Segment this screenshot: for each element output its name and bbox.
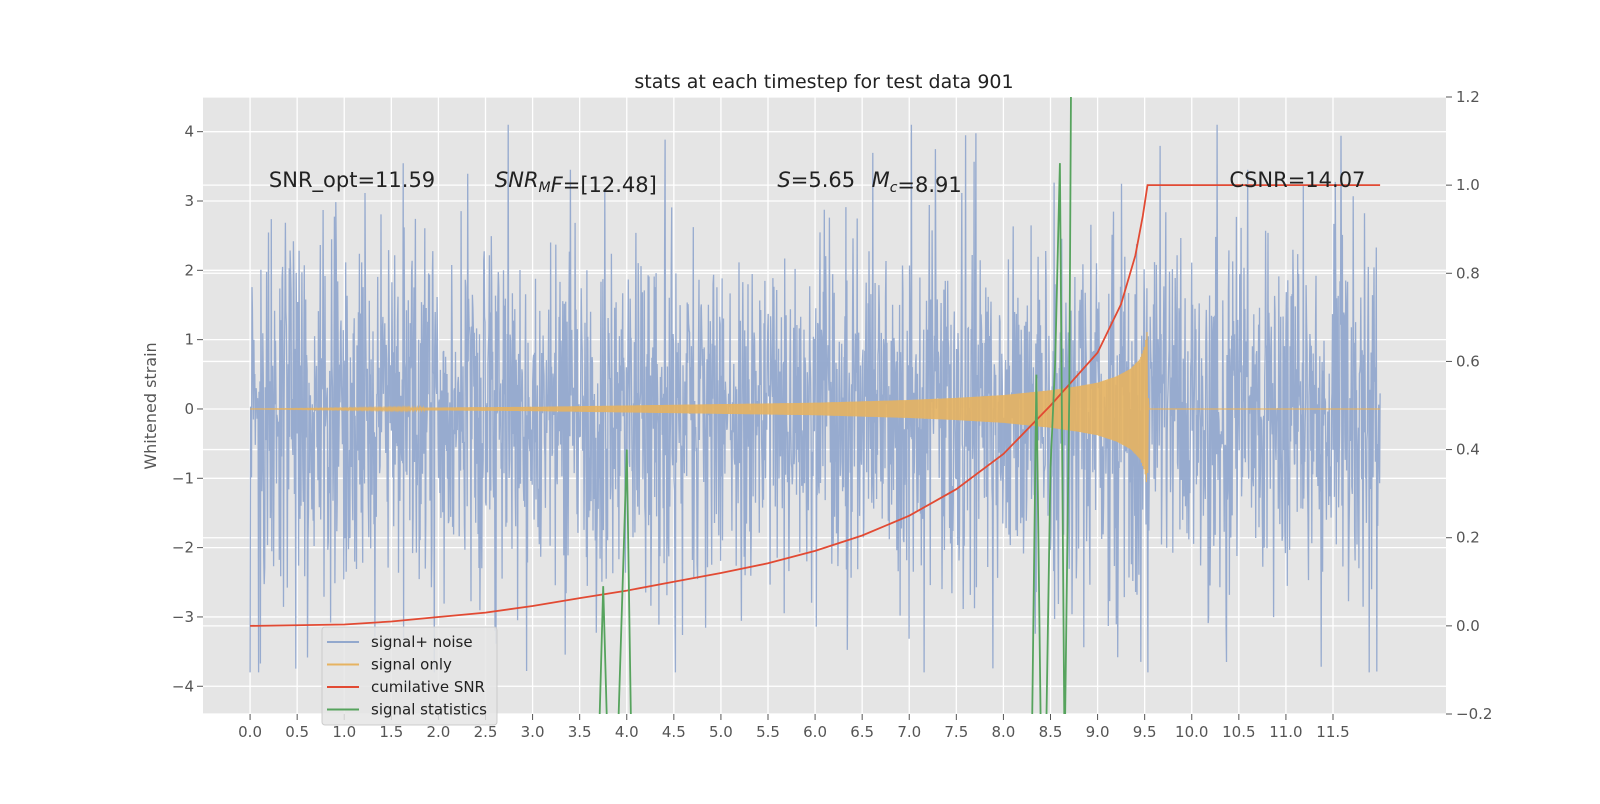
x-tick-label: 0.5	[285, 723, 309, 741]
y-tick-label: 0	[184, 400, 194, 418]
x-tick-label: 9.0	[1086, 723, 1110, 741]
x-tick-label: 10.0	[1175, 723, 1208, 741]
legend-label: signal only	[371, 656, 452, 674]
series-signal-noise	[249, 124, 1381, 673]
x-tick-label: 4.5	[662, 723, 686, 741]
legend: signal+ noise signal only cumilative SNR si…	[321, 626, 498, 726]
y2-tick-label: 0.8	[1456, 264, 1480, 282]
annotation-part: S	[777, 168, 790, 192]
x-tick-label: 1.5	[379, 723, 403, 741]
annotation: SNRMF=[12.48]	[495, 168, 657, 197]
x-tick-label: 3.5	[568, 723, 592, 741]
x-tick-label: 7.5	[944, 723, 968, 741]
axes-layer: 0.0 0.5 1.0 1.5 2.0 2.5 3.0 3.5 4.0 4.5 5.0 5.5 6.0 6…	[172, 88, 1493, 741]
x-tick-label: 6.0	[803, 723, 827, 741]
series-cumulative-snr	[250, 184, 1381, 627]
x-tick-label: 10.5	[1222, 723, 1255, 741]
x-tick-label: 8.5	[1039, 723, 1063, 741]
annotation-part: CSNR=14.07	[1229, 168, 1365, 192]
annotation-part: =8.91	[897, 173, 961, 197]
x-tick-label: 0.0	[238, 723, 262, 741]
x-tick-label: 2.0	[426, 723, 450, 741]
annotation: CSNR=14.07	[1229, 168, 1365, 192]
x-tick-label: 9.5	[1133, 723, 1157, 741]
annotation-part: SNR_opt=11.59	[269, 168, 435, 193]
series-signal-only	[250, 331, 1381, 483]
y-axis-label: Whitened strain	[141, 342, 160, 469]
annotation: SNR_opt=11.59	[269, 168, 435, 193]
x-tick-label: 1.0	[332, 723, 356, 741]
y-tick-label: −2	[172, 539, 194, 557]
y2-tick-label: 1.2	[1456, 88, 1480, 106]
annotations: SNR_opt=11.59 SNRMF=[12.48] S=5.65 Mc=8.91 C…	[269, 168, 1366, 197]
x-tick-label: 11.5	[1316, 723, 1349, 741]
series-layer	[249, 97, 1381, 714]
y-tick-label: 4	[184, 123, 194, 141]
x-tick-label: 4.0	[615, 723, 639, 741]
y2-tick-label: 1.0	[1456, 176, 1480, 194]
y-tick-label: −4	[172, 677, 194, 695]
annotation: Mc=8.91	[872, 168, 962, 197]
x-tick-label: 5.0	[709, 723, 733, 741]
legend-label: signal statistics	[371, 701, 487, 719]
y2-tick-label: 0.6	[1456, 352, 1480, 370]
y-tick-label: 3	[184, 192, 194, 210]
x-tick-label: 11.0	[1269, 723, 1302, 741]
legend-label: cumilative SNR	[371, 678, 485, 696]
y2-tick-label: 0.0	[1456, 617, 1480, 635]
annotation-part: F	[551, 173, 564, 197]
x-tick-label: 3.0	[521, 723, 545, 741]
annotation-part: =5.65	[791, 168, 855, 192]
y-tick-label: −1	[172, 469, 194, 487]
y-tick-label: 2	[184, 261, 194, 279]
annotation-part: =[12.48]	[563, 173, 657, 197]
x-tick-label: 8.0	[991, 723, 1015, 741]
x-tick-label: 5.5	[756, 723, 780, 741]
chart-title: stats at each timestep for test data 901	[634, 71, 1013, 93]
legend-label: signal+ noise	[371, 633, 473, 651]
y2-tick-label: −0.2	[1456, 705, 1492, 723]
annotation-part: M	[539, 180, 551, 196]
series-signal-statistics	[598, 97, 1072, 714]
y2-tick-label: 0.2	[1456, 529, 1480, 547]
x-tick-label: 2.5	[474, 723, 498, 741]
y2-tick-label: 0.4	[1456, 441, 1480, 459]
annotation-part: SNR	[495, 168, 539, 192]
x-tick-label: 7.0	[897, 723, 921, 741]
legend-box	[321, 626, 498, 726]
y-tick-label: −3	[172, 608, 194, 626]
annotation: S=5.65	[777, 168, 855, 192]
annotation-part: c	[890, 180, 898, 196]
y-tick-label: 1	[184, 331, 194, 349]
annotation-part: M	[872, 168, 890, 192]
x-tick-label: 6.5	[850, 723, 874, 741]
